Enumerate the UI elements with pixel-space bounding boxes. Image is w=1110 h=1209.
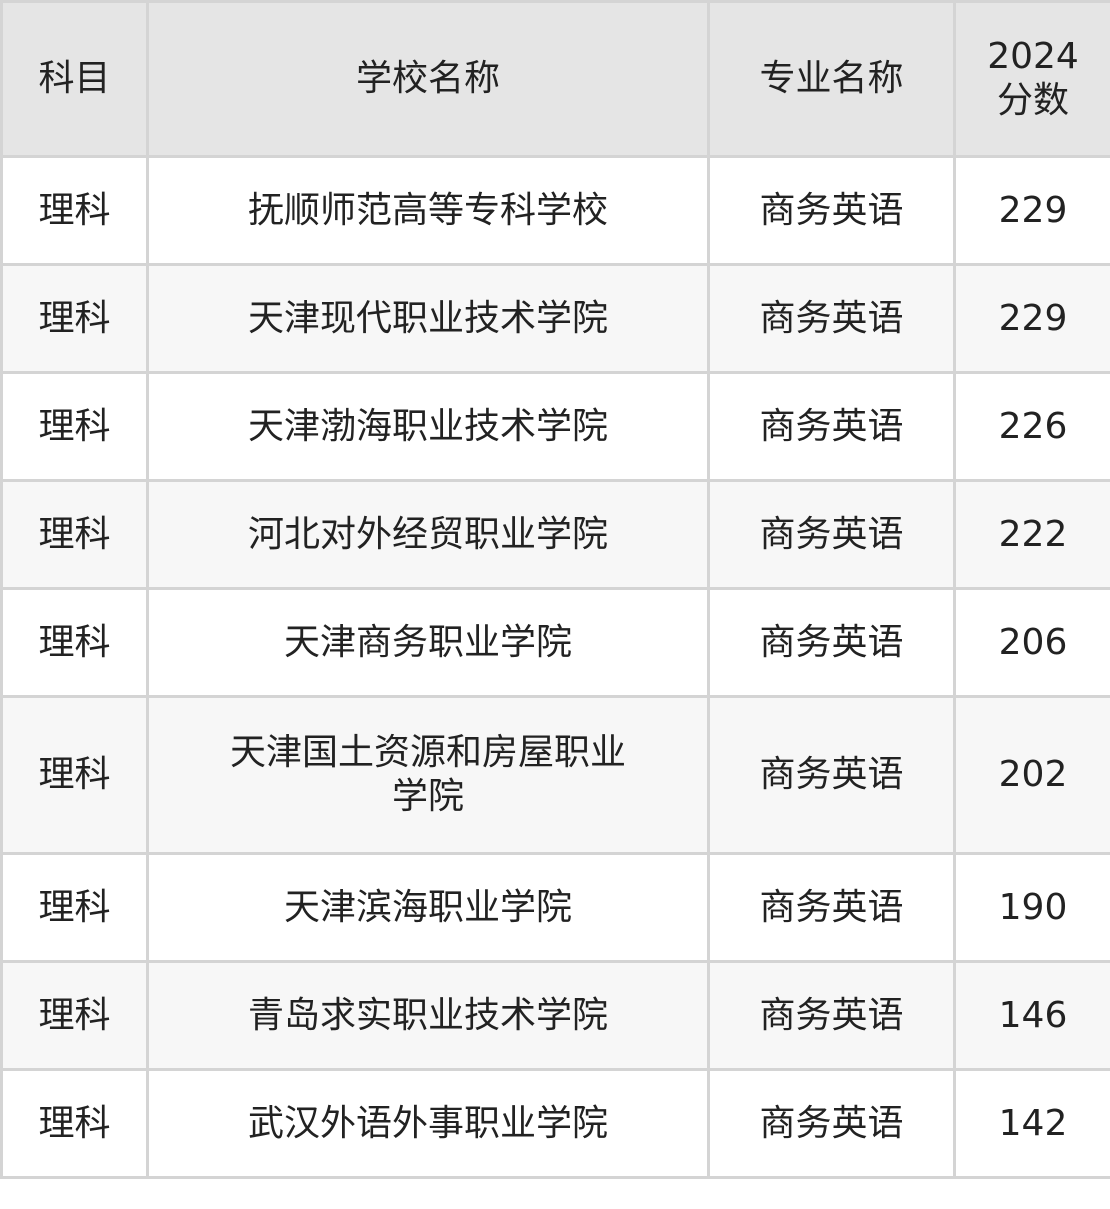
cell-subject: 理科	[0, 155, 149, 266]
table-row: 理科 天津渤海职业技术学院 商务英语 226	[0, 371, 1110, 482]
cell-school: 青岛求实职业技术学院	[146, 960, 710, 1071]
header-school: 学校名称	[146, 0, 710, 158]
table-row: 理科 天津滨海职业学院 商务英语 190	[0, 852, 1110, 963]
cell-major: 商务英语	[707, 479, 956, 590]
table-row: 理科 武汉外语外事职业学院 商务英语 142	[0, 1068, 1110, 1179]
cell-subject: 理科	[0, 852, 149, 963]
cell-major: 商务英语	[707, 263, 956, 374]
cell-score: 206	[953, 587, 1110, 698]
cell-score: 222	[953, 479, 1110, 590]
cell-subject: 理科	[0, 263, 149, 374]
cell-school: 天津现代职业技术学院	[146, 263, 710, 374]
cell-major: 商务英语	[707, 155, 956, 266]
cell-major: 商务英语	[707, 852, 956, 963]
cell-school: 天津商务职业学院	[146, 587, 710, 698]
table-row: 理科 青岛求实职业技术学院 商务英语 146	[0, 960, 1110, 1071]
table-row: 理科 天津国土资源和房屋职业学院 商务英语 202	[0, 695, 1110, 855]
cell-score: 146	[953, 960, 1110, 1071]
cell-subject: 理科	[0, 371, 149, 482]
cell-subject: 理科	[0, 479, 149, 590]
cell-major: 商务英语	[707, 371, 956, 482]
header-score: 2024 分数	[953, 0, 1110, 158]
cell-major: 商务英语	[707, 1068, 956, 1179]
cell-subject: 理科	[0, 587, 149, 698]
cell-school: 天津国土资源和房屋职业学院	[146, 695, 710, 855]
table-row: 理科 抚顺师范高等专科学校 商务英语 229	[0, 155, 1110, 266]
cell-subject: 理科	[0, 960, 149, 1071]
header-score-label: 分数	[996, 80, 1069, 121]
cell-school: 武汉外语外事职业学院	[146, 1068, 710, 1179]
cell-score: 229	[953, 263, 1110, 374]
cell-score: 202	[953, 695, 1110, 855]
cell-score: 190	[953, 852, 1110, 963]
header-major: 专业名称	[707, 0, 956, 158]
table-row: 理科 天津商务职业学院 商务英语 206	[0, 587, 1110, 698]
cell-subject: 理科	[0, 1068, 149, 1179]
table-row: 理科 河北对外经贸职业学院 商务英语 222	[0, 479, 1110, 590]
cell-score: 229	[953, 155, 1110, 266]
score-table: 科目 学校名称 专业名称 2024 分数 理科 抚顺师范高等专科学校 商务英语 229 理…	[0, 0, 1110, 1179]
cell-school: 抚顺师范高等专科学校	[146, 155, 710, 266]
cell-subject: 理科	[0, 695, 149, 855]
cell-major: 商务英语	[707, 960, 956, 1071]
cell-score: 142	[953, 1068, 1110, 1179]
header-row: 科目 学校名称 专业名称 2024 分数	[0, 0, 1110, 158]
cell-school: 天津渤海职业技术学院	[146, 371, 710, 482]
cell-score: 226	[953, 371, 1110, 482]
cell-major: 商务英语	[707, 695, 956, 855]
cell-school: 天津滨海职业学院	[146, 852, 710, 963]
cell-school: 河北对外经贸职业学院	[146, 479, 710, 590]
cell-major: 商务英语	[707, 587, 956, 698]
header-score-year: 2024	[987, 36, 1079, 77]
table-row: 理科 天津现代职业技术学院 商务英语 229	[0, 263, 1110, 374]
header-subject: 科目	[0, 0, 149, 158]
